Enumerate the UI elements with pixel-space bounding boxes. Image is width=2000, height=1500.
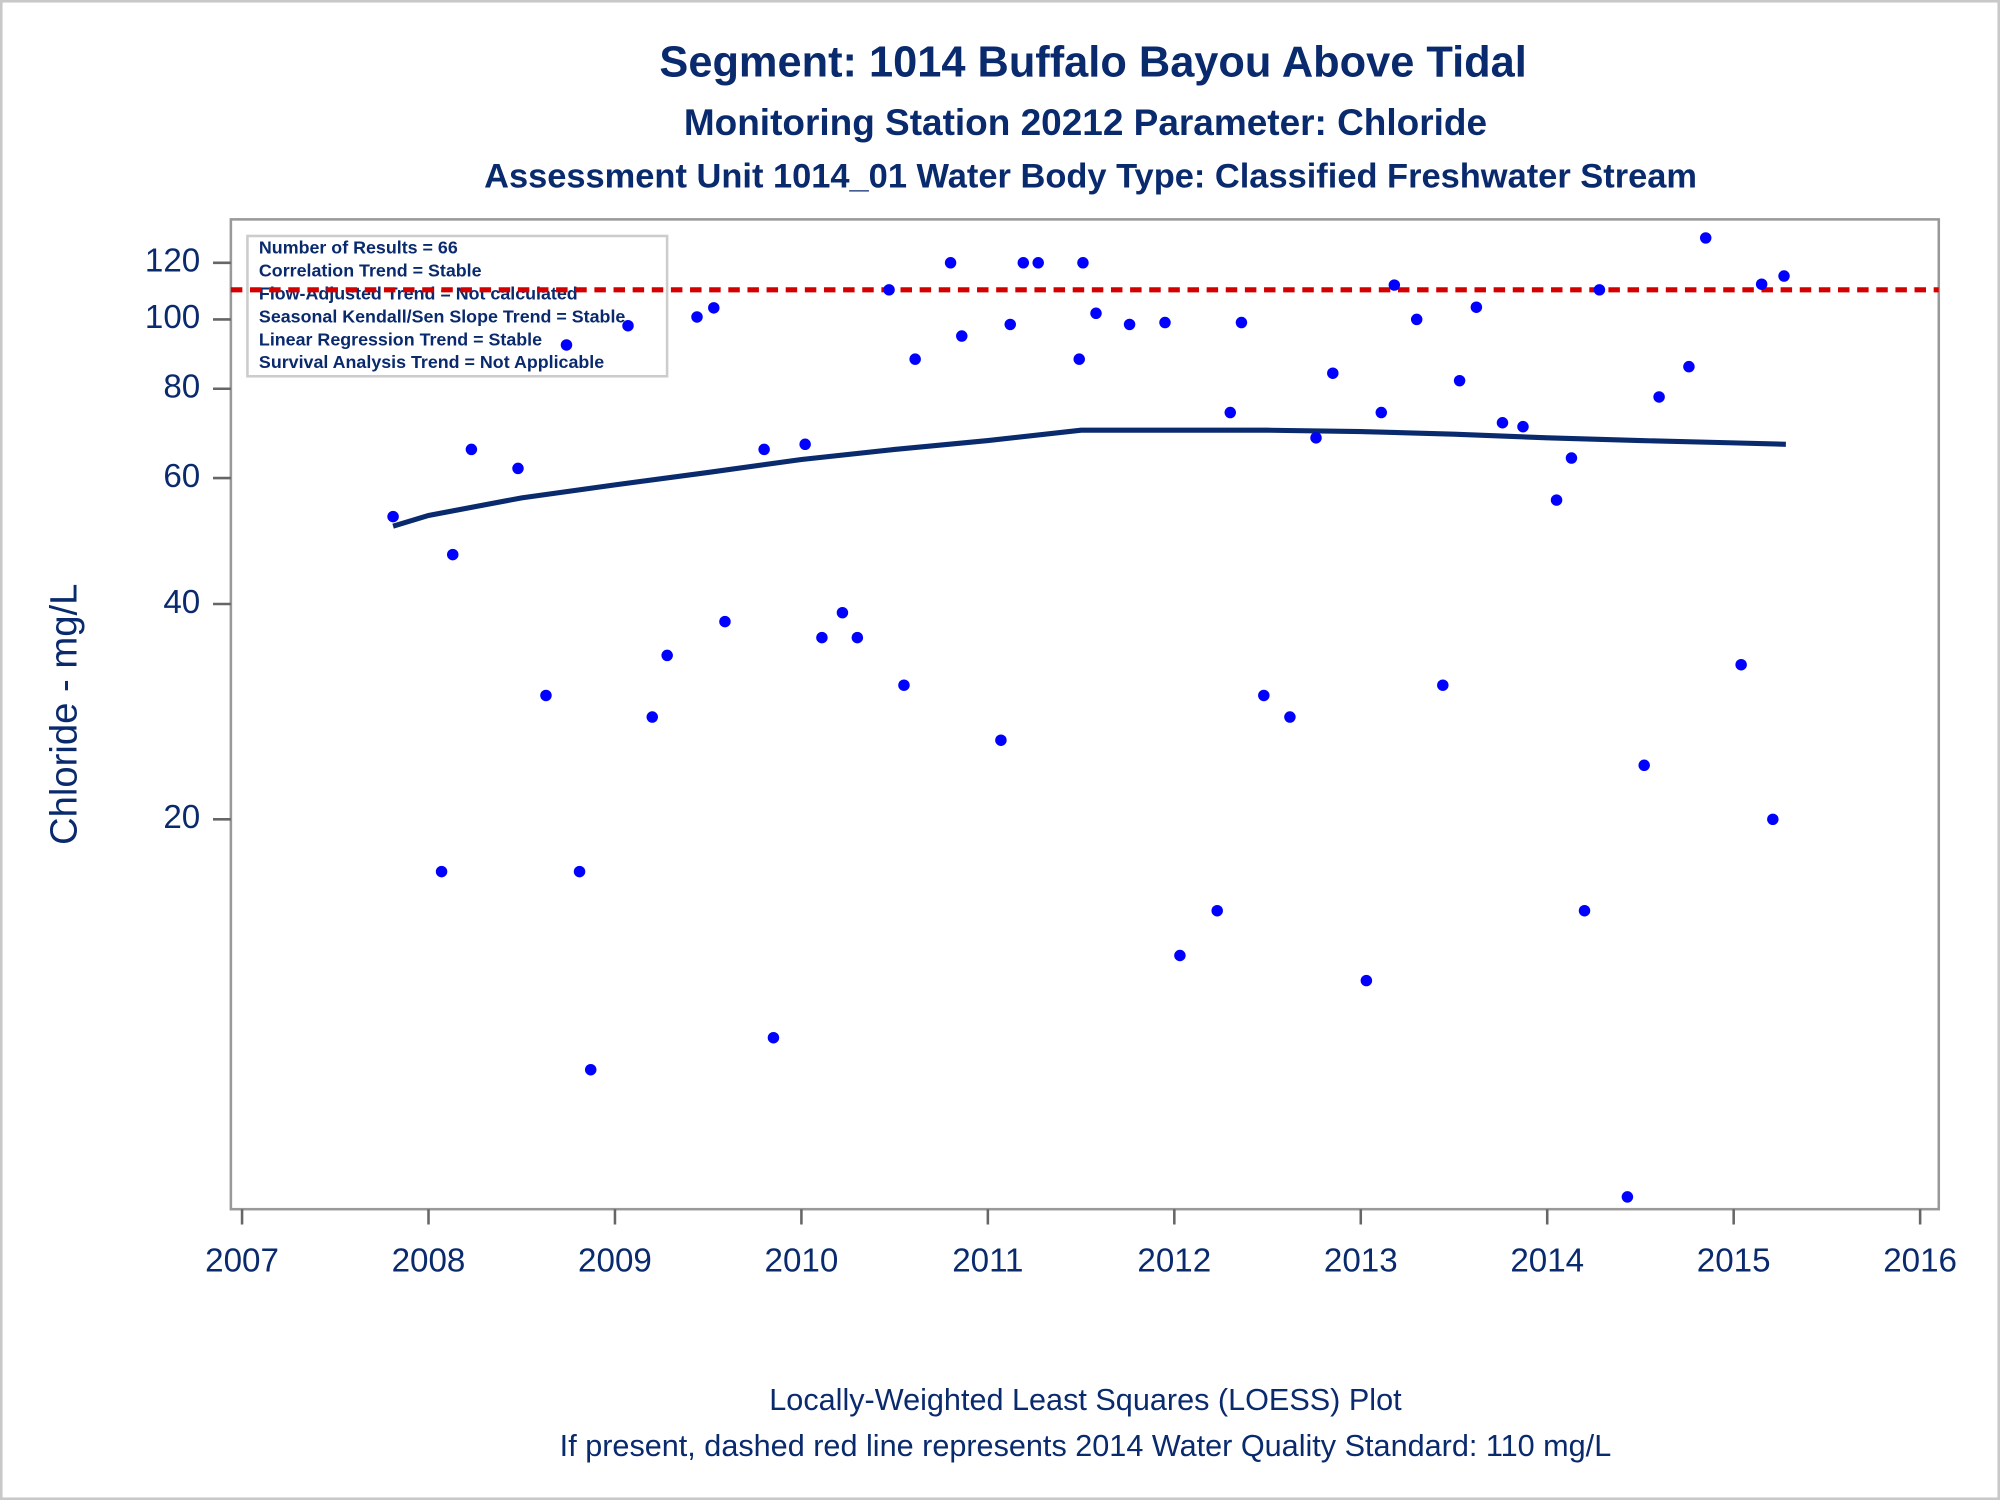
data-point <box>1565 452 1578 464</box>
x-tick-label: 2012 <box>1137 1243 1211 1280</box>
data-point <box>1653 391 1665 403</box>
data-point <box>1755 278 1768 290</box>
data-point <box>1073 353 1085 365</box>
x-tick-label: 2007 <box>205 1243 279 1280</box>
x-tick-label: 2008 <box>392 1243 466 1280</box>
y-tick-label: 20 <box>163 799 200 836</box>
data-point <box>1174 949 1186 962</box>
data-point <box>1410 313 1423 326</box>
data-point <box>512 462 524 475</box>
data-point <box>1470 301 1483 313</box>
data-point <box>540 689 552 702</box>
stats-line: Flow-Adjusted Trend = Not calculated <box>259 283 578 303</box>
stats-line: Survival Analysis Trend = Not Applicable <box>259 352 604 372</box>
x-tick-label: 2013 <box>1324 1243 1398 1280</box>
data-point <box>1077 257 1089 269</box>
data-point <box>1621 1191 1634 1203</box>
data-point <box>1638 759 1650 772</box>
data-point <box>883 284 895 296</box>
data-point <box>1388 279 1401 291</box>
data-point <box>1017 257 1030 269</box>
data-point <box>1699 232 1712 244</box>
data-point <box>909 353 921 365</box>
data-point <box>573 865 586 878</box>
plot-area <box>229 218 1941 1211</box>
data-point <box>1327 367 1339 379</box>
data-point <box>465 443 478 456</box>
data-point <box>1090 307 1102 320</box>
y-tick-label: 60 <box>163 458 200 495</box>
data-point <box>898 679 910 691</box>
data-point <box>1360 974 1373 987</box>
x-tick-label: 2010 <box>765 1243 839 1280</box>
x-tick-label: 2009 <box>578 1243 652 1280</box>
data-point <box>1258 689 1270 702</box>
stats-box <box>246 234 669 378</box>
data-point <box>851 631 864 644</box>
data-point <box>1735 658 1747 671</box>
loess-line <box>392 427 1786 529</box>
data-point <box>622 319 634 332</box>
data-point <box>799 438 811 451</box>
y-axis-label: Chloride - mg/L <box>42 584 85 845</box>
data-point <box>1284 711 1296 723</box>
chart-subtitle: Assessment Unit 1014_01 Water Body Type:… <box>484 158 1697 196</box>
data-point <box>956 330 968 342</box>
x-tick-label: 2016 <box>1883 1243 1957 1280</box>
chart-title: Segment: 1014 Buffalo Bayou Above Tidal <box>659 39 1526 87</box>
data-point <box>1224 406 1236 419</box>
data-point <box>1032 257 1044 269</box>
data-point <box>646 711 658 723</box>
x-tick-label: 2011 <box>952 1243 1023 1280</box>
data-point <box>691 311 703 323</box>
data-point <box>1004 318 1016 331</box>
data-point <box>836 606 849 619</box>
footnote: Locally-Weighted Least Squares (LOESS) P… <box>769 1383 1402 1417</box>
data-point <box>1593 284 1606 296</box>
y-tick-label: 120 <box>145 243 200 280</box>
y-tick-label: 100 <box>145 299 200 336</box>
footnote: If present, dashed red line represents 2… <box>560 1429 1612 1463</box>
chart-subtitle: Monitoring Station 20212 Parameter: Chlo… <box>684 102 1487 143</box>
data-point <box>1767 813 1779 826</box>
data-point <box>1310 432 1322 444</box>
data-point <box>560 339 573 351</box>
data-point <box>719 615 731 628</box>
data-point <box>1550 494 1563 506</box>
data-point <box>995 734 1007 746</box>
data-point <box>1375 406 1388 419</box>
stats-line: Number of Results = 66 <box>259 237 458 257</box>
data-point <box>435 865 448 878</box>
stats-line: Linear Regression Trend = Stable <box>259 329 542 349</box>
data-point <box>447 548 459 561</box>
data-point <box>767 1031 780 1044</box>
data-point <box>1578 904 1591 917</box>
data-point <box>1159 316 1171 329</box>
data-point <box>1235 316 1248 329</box>
data-point <box>387 510 399 523</box>
x-tick-label: 2014 <box>1510 1243 1584 1280</box>
y-tick-label: 80 <box>163 368 200 405</box>
data-point <box>1123 318 1136 331</box>
stats-line: Seasonal Kendall/Sen Slope Trend = Stabl… <box>259 306 625 326</box>
stats-line: Correlation Trend = Stable <box>259 260 482 280</box>
data-point <box>1778 270 1790 282</box>
data-point <box>944 257 957 269</box>
data-point <box>1496 417 1509 429</box>
y-tick-label: 40 <box>163 584 200 621</box>
data-point <box>661 649 673 662</box>
data-point <box>758 443 770 456</box>
data-point <box>584 1064 597 1076</box>
data-point <box>1453 374 1466 387</box>
data-point <box>1517 420 1529 433</box>
x-tick-label: 2015 <box>1697 1243 1771 1280</box>
data-point <box>1683 360 1695 373</box>
data-point <box>708 302 720 314</box>
data-point <box>1211 904 1223 917</box>
data-point <box>816 631 828 644</box>
data-point <box>1437 679 1449 691</box>
